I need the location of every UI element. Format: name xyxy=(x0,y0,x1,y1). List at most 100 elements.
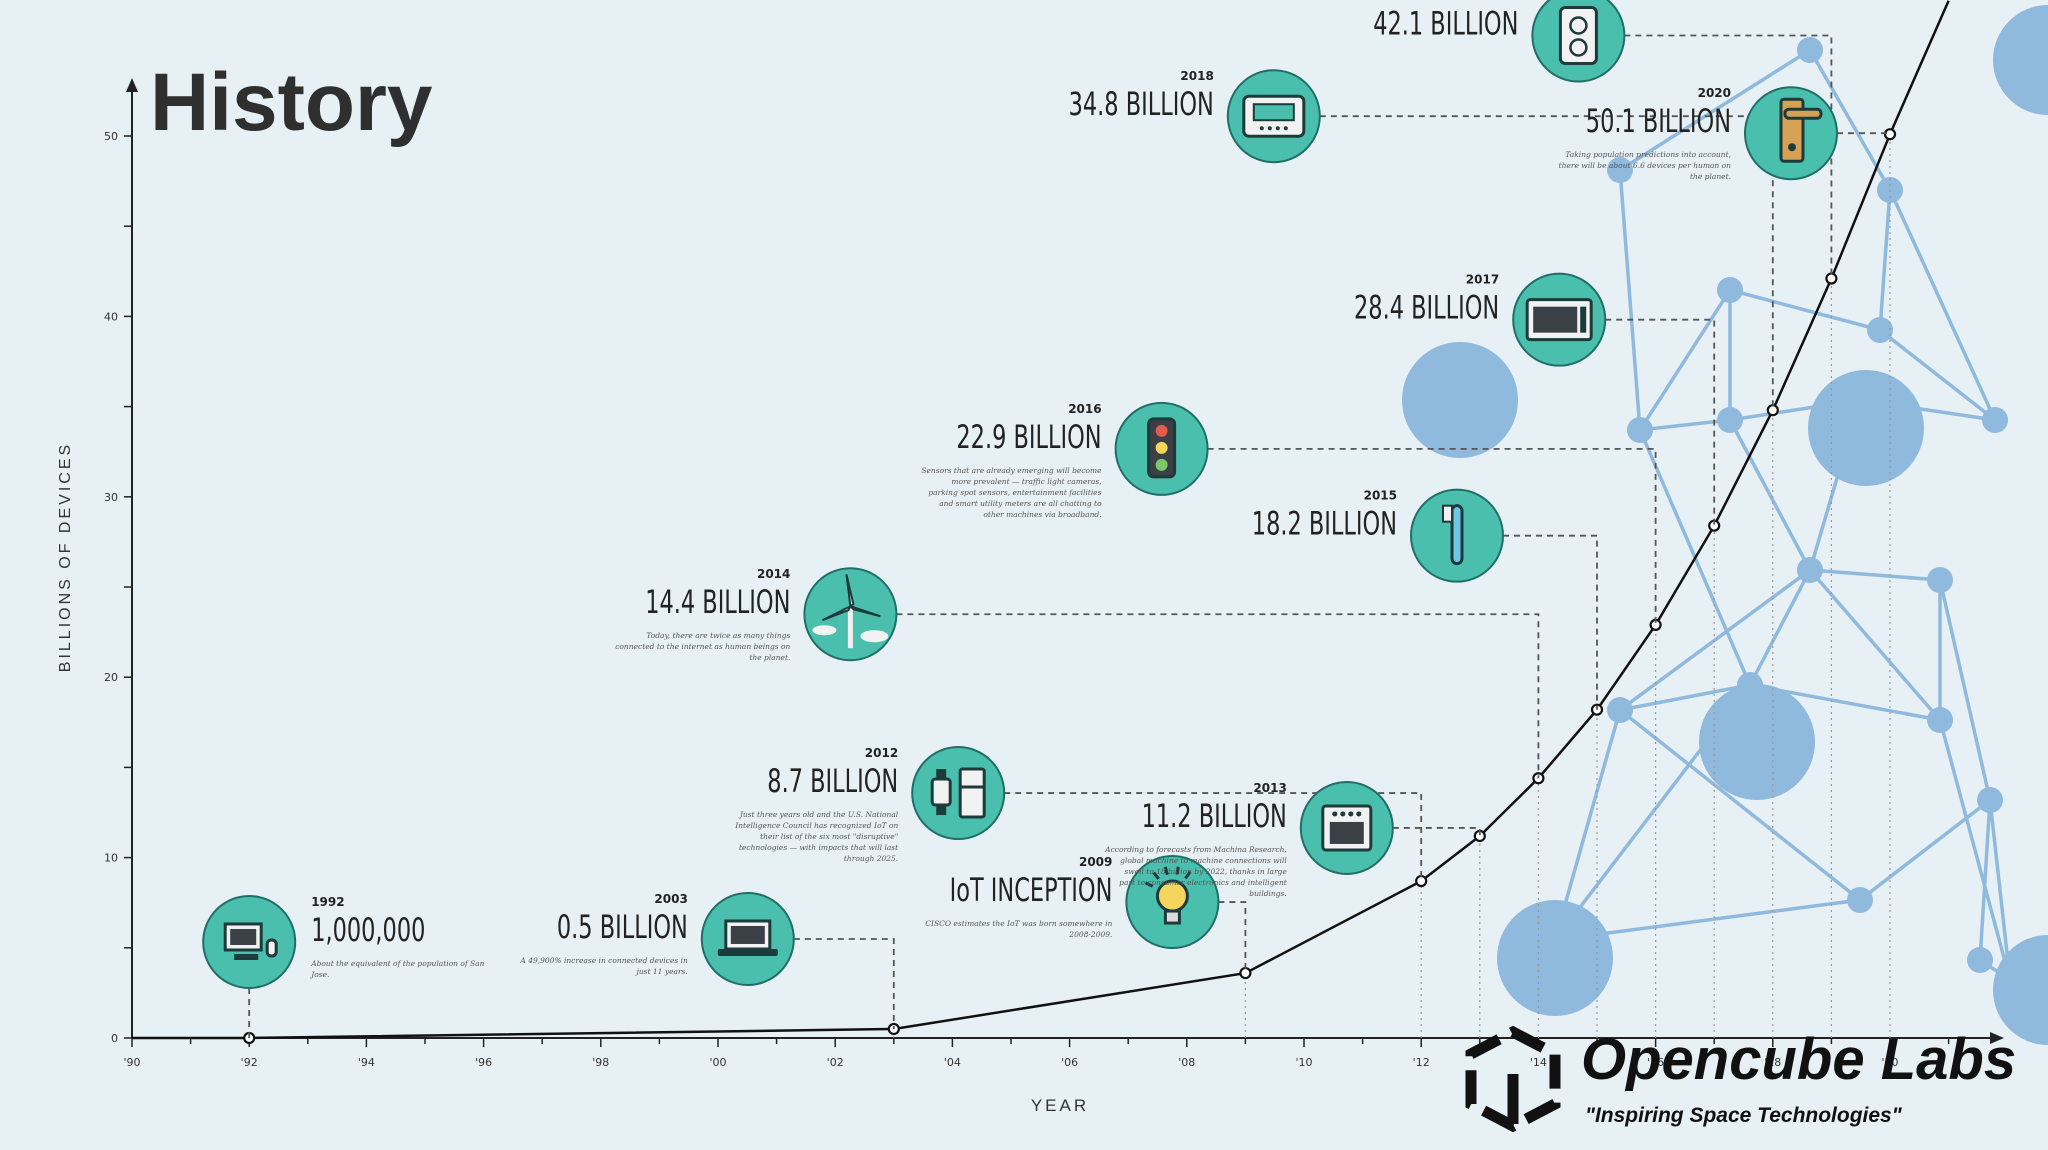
annotation-year: 2009 xyxy=(1079,855,1112,869)
network-node-large xyxy=(1993,5,2048,115)
annotation-year: 2017 xyxy=(1466,273,1499,287)
x-axis-label: YEAR xyxy=(1030,1096,1090,1115)
annotation-year: 2013 xyxy=(1253,781,1286,795)
network-edge xyxy=(1938,579,1992,801)
network-edge xyxy=(1748,569,1812,686)
y-axis-label: BILLIONS OF DEVICES xyxy=(57,441,74,673)
network-node-large xyxy=(1699,684,1815,800)
annotation-year: 2015 xyxy=(1364,489,1397,503)
network-edge xyxy=(1638,289,1732,431)
annotation-2015: 2015 18.2 BILLION xyxy=(1252,488,1598,710)
y-tick-label: 0 xyxy=(111,1032,118,1045)
network-node xyxy=(1607,697,1633,723)
network-node xyxy=(1737,672,1763,698)
watch-fridge-icon xyxy=(930,767,986,819)
network-node-large xyxy=(1402,342,1518,458)
toothbrush-icon xyxy=(1442,504,1464,566)
annotation-2003: 2003 0.5 BILLION A 49,900% increase in con… xyxy=(519,891,895,1029)
annotation-note: Taking population predictions into accou… xyxy=(1559,150,1732,181)
annotation-year: 2020 xyxy=(1698,86,1731,100)
network-node xyxy=(1607,157,1633,183)
network-edge xyxy=(1728,419,1812,571)
oven-icon xyxy=(1321,804,1373,852)
network-node xyxy=(1627,417,1653,443)
network-node xyxy=(1927,707,1953,733)
network-node xyxy=(1997,967,2023,993)
network-node-large xyxy=(1993,935,2048,1045)
annotation-value: 22.9 BILLION xyxy=(956,418,1101,456)
network-edge xyxy=(1618,708,1862,902)
x-tick-label: '12 xyxy=(1413,1056,1430,1069)
network-node xyxy=(1977,787,2003,813)
annotation-2018: 2018 34.8 BILLION xyxy=(1069,69,1774,411)
network-node xyxy=(1982,407,2008,433)
network-node-large xyxy=(1497,900,1613,1016)
y-tick-label: 30 xyxy=(104,491,118,504)
annotation-year: 1992 xyxy=(311,895,344,909)
annotation-note: CISCO estimates the IoT was born somewhe… xyxy=(925,919,1112,939)
x-tick-label: '90 xyxy=(123,1056,140,1069)
connector-line xyxy=(1503,534,1598,710)
annotation-value: 0.5 BILLION xyxy=(557,908,688,946)
network-node xyxy=(1927,567,1953,593)
annotation-year: 2012 xyxy=(865,746,898,760)
network-edge xyxy=(1809,568,1941,582)
x-tick-label: '04 xyxy=(944,1056,961,1069)
connector-line xyxy=(1624,34,1833,279)
connector-line xyxy=(1392,827,1481,836)
annotation-value: 8.7 BILLION xyxy=(767,762,898,800)
network-edge xyxy=(1938,719,2012,981)
network-edge xyxy=(1618,568,1812,712)
network-node xyxy=(1867,317,1893,343)
annotation-value: 11.2 BILLION xyxy=(1142,797,1287,835)
annotation-2013: 2013 11.2 BILLION According to forecasts f… xyxy=(1104,780,1481,898)
y-axis-arrow xyxy=(126,78,138,92)
annotation-2017: 2017 28.4 BILLION xyxy=(1354,272,1716,526)
data-point xyxy=(1239,966,1252,980)
slide-title: History xyxy=(150,57,433,148)
logo-name: Opencube Labs xyxy=(1581,1027,2016,1092)
network-edge xyxy=(1988,799,2012,981)
network-node xyxy=(1717,277,1743,303)
annotation-value: 14.4 BILLION xyxy=(645,583,790,621)
network-edge xyxy=(1978,799,1992,961)
annotation-value: 34.8 BILLION xyxy=(1069,85,1214,123)
connector-line xyxy=(793,938,895,1029)
x-tick-label: '00 xyxy=(709,1056,726,1069)
annotation-note: According to forecasts from Machina Rese… xyxy=(1104,845,1288,898)
x-tick-label: '98 xyxy=(592,1056,609,1069)
annotation-note: Today, there are twice as many things con… xyxy=(615,631,790,662)
logo-tagline: "Inspiring Space Technologies" xyxy=(1585,1104,1903,1127)
annotation-value: IoT INCEPTION xyxy=(950,871,1113,909)
network-edge xyxy=(1619,48,1811,172)
data-point xyxy=(1766,404,1779,417)
opencube-logo: Opencube Labs "Inspiring Space Technolog… xyxy=(1465,1025,2016,1133)
annotation-note: Sensors that are already emerging will b… xyxy=(921,466,1102,519)
x-tick-label: '18 xyxy=(1764,1056,1781,1069)
annotation-value: 1,000,000 xyxy=(311,911,425,949)
data-point xyxy=(1883,128,1897,141)
network-node xyxy=(1797,37,1823,63)
annotation-value: 28.4 BILLION xyxy=(1354,289,1499,327)
network-node xyxy=(1847,387,1873,413)
microwave-icon xyxy=(1525,298,1593,342)
annotation-2009: 2009 IoT INCEPTION CISCO estimates the IoT… xyxy=(925,855,1247,974)
series-line xyxy=(132,0,1950,1040)
annotation-year: 2014 xyxy=(757,567,790,581)
lightbulb-icon xyxy=(1144,866,1192,925)
y-tick-label: 10 xyxy=(104,852,118,865)
network-edge xyxy=(1888,189,1997,421)
annotation-year: 2018 xyxy=(1180,69,1213,83)
annotation-year: 2003 xyxy=(654,892,687,906)
x-tick-label: '92 xyxy=(241,1056,258,1069)
annotation-note: A 49,900% increase in connected devices … xyxy=(519,956,688,976)
x-tick-label: '02 xyxy=(827,1056,844,1069)
x-tick-label: '96 xyxy=(475,1056,492,1069)
x-tick-label: '08 xyxy=(1178,1056,1195,1069)
x-axis-arrow xyxy=(1990,1032,2004,1044)
annotation-note: Just three years old and the U.S. Nation… xyxy=(734,810,899,863)
network-node xyxy=(1542,927,1568,953)
